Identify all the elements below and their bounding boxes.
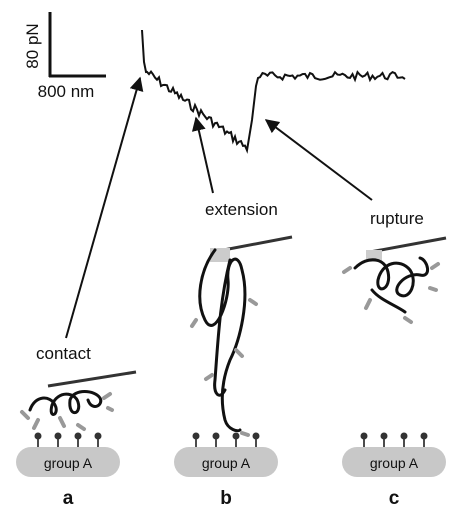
group-site — [381, 433, 388, 440]
surface-label: group A — [202, 455, 251, 471]
panel-label: c — [389, 488, 400, 509]
cantilever-a — [48, 372, 136, 386]
contact-arrow — [66, 78, 140, 338]
molecule-c — [344, 238, 446, 322]
group-site — [253, 433, 260, 440]
extension-label: extension — [205, 200, 278, 219]
force-label: 80 pN — [23, 23, 42, 68]
cantilever-c — [370, 238, 446, 252]
molecule-a — [22, 372, 136, 429]
group-site — [75, 433, 82, 440]
group-site — [35, 433, 42, 440]
force-trace — [142, 30, 405, 150]
contact-label: contact — [36, 344, 91, 363]
scale-bar: 80 pN 800 nm — [23, 12, 106, 101]
surface-label: group A — [44, 455, 93, 471]
group-site — [361, 433, 368, 440]
surface-label: group A — [370, 455, 419, 471]
group-site — [401, 433, 408, 440]
group-site — [95, 433, 102, 440]
group-site — [55, 433, 62, 440]
distance-label: 800 nm — [38, 82, 95, 101]
panel-label: a — [63, 488, 74, 509]
extension-arrow — [196, 118, 213, 193]
group-site — [233, 433, 240, 440]
rupture-label: rupture — [370, 209, 424, 228]
rupture-arrow — [266, 120, 372, 200]
group-site — [193, 433, 200, 440]
group-site — [213, 433, 220, 440]
group-site — [421, 433, 428, 440]
panel-label: b — [220, 488, 232, 509]
molecule-b — [192, 237, 292, 435]
figure: 80 pN 800 nm contact extension rupture g… — [0, 0, 453, 512]
